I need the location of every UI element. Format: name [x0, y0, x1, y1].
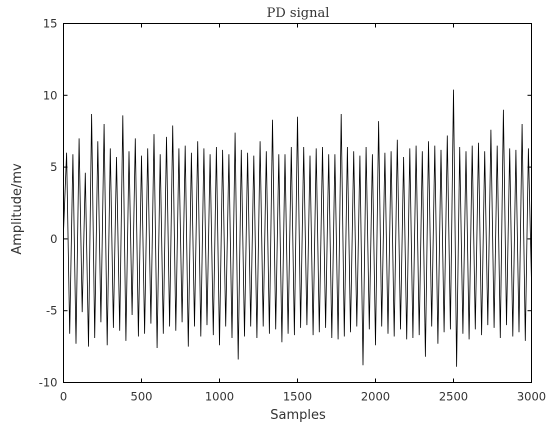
signal-line: [63, 89, 532, 367]
axis-ticks: 0 500 1000 1500 2000 2500 3000 -10 -5 0 5 10 15: [39, 17, 546, 404]
chart-title: PD signal: [267, 6, 330, 21]
x-tick-label: 1000: [205, 390, 234, 404]
x-tick-label: 1500: [283, 390, 312, 404]
plot-area: [63, 89, 532, 367]
x-tick-label: 0: [60, 390, 67, 404]
y-tick-label: 10: [43, 88, 58, 102]
y-tick-label: 0: [50, 232, 57, 246]
x-tick-label: 500: [131, 390, 153, 404]
x-tick-label: 2500: [439, 390, 468, 404]
x-tick-label: 2000: [361, 390, 390, 404]
y-tick-label: -5: [46, 304, 57, 318]
y-tick-label: 5: [50, 160, 57, 174]
x-tick-label: 3000: [517, 390, 546, 404]
y-tick-label: 15: [43, 17, 58, 31]
plot-frame: [63, 23, 532, 383]
y-axis-label: Amplitude/mv: [10, 163, 25, 255]
x-axis-label: Samples: [270, 408, 326, 423]
y-tick-label: -10: [39, 376, 58, 390]
